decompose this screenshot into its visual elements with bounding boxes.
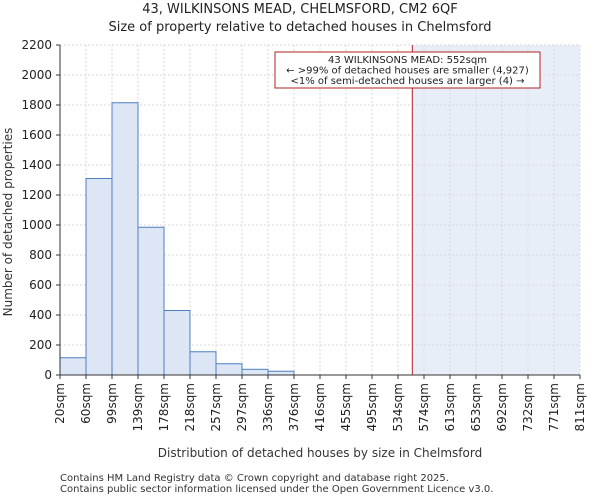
y-tick-label: 600: [29, 278, 52, 292]
y-tick-label: 1200: [21, 188, 52, 202]
x-tick-label: 653sqm: [469, 383, 483, 431]
histogram-bar: [137, 226, 165, 376]
x-tick-label: 139sqm: [131, 383, 145, 431]
y-tick-label: 2200: [21, 38, 52, 52]
x-tick-label: 771sqm: [547, 383, 561, 431]
x-tick-label: 732sqm: [521, 383, 535, 431]
annotation-line-2: ← >99% of detached houses are smaller (4…: [286, 66, 529, 77]
y-tick-label: 400: [29, 308, 52, 322]
x-tick-label: 613sqm: [443, 383, 457, 431]
x-tick-label: 574sqm: [417, 383, 431, 431]
histogram-bar: [215, 363, 243, 376]
x-tick-label: 811sqm: [573, 383, 587, 431]
histogram-bar: [163, 310, 191, 376]
histogram-bar: [189, 351, 217, 376]
annotation-box: [274, 51, 541, 89]
x-tick-label: 178sqm: [157, 383, 171, 431]
x-axis-title: Distribution of detached houses by size …: [158, 446, 482, 460]
x-tick-label: 376sqm: [287, 383, 301, 431]
histogram-bar: [267, 370, 295, 376]
histogram-bar: [111, 102, 139, 376]
x-tick-label: 416sqm: [313, 383, 327, 431]
footer-line-2: Contains public sector information licen…: [60, 484, 494, 495]
x-tick-label: 20sqm: [53, 383, 67, 424]
x-tick-label: 534sqm: [391, 383, 405, 431]
x-tick-label: 297sqm: [235, 383, 249, 431]
footer-line-1: Contains HM Land Registry data © Crown c…: [60, 473, 449, 484]
x-tick-label: 257sqm: [209, 383, 223, 431]
y-tick-label: 1400: [21, 158, 52, 172]
histogram-bar: [241, 368, 269, 376]
histogram-bar: [59, 357, 87, 376]
y-tick-label: 1600: [21, 128, 52, 142]
chart-subtitle: Size of property relative to detached ho…: [108, 20, 492, 35]
chart-title: 43, WILKINSONS MEAD, CHELMSFORD, CM2 6QF: [142, 2, 458, 17]
annotation-line-1: 43 WILKINSONS MEAD: 552sqm: [328, 55, 487, 66]
y-tick-label: 200: [29, 338, 52, 352]
histogram-bar: [85, 178, 113, 376]
annotation-line-3: <1% of semi-detached houses are larger (…: [290, 76, 524, 87]
x-tick-label: 60sqm: [79, 383, 93, 424]
shaded-region: [412, 45, 580, 375]
x-tick-label: 99sqm: [105, 383, 119, 424]
y-tick-label: 2000: [21, 68, 52, 82]
x-tick-label: 218sqm: [183, 383, 197, 431]
x-tick-label: 336sqm: [261, 383, 275, 431]
y-tick-label: 0: [44, 368, 52, 382]
x-tick-label: 495sqm: [365, 383, 379, 431]
x-tick-label: 455sqm: [339, 383, 353, 431]
y-tick-label: 800: [29, 248, 52, 262]
x-tick-label: 692sqm: [495, 383, 509, 431]
y-tick-label: 1000: [21, 218, 52, 232]
y-tick-label: 1800: [21, 98, 52, 112]
y-axis-title: Number of detached properties: [1, 128, 15, 317]
